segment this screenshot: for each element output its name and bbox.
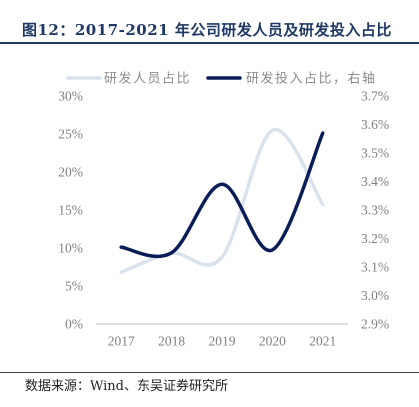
y-right-tick-label: 3.7%	[361, 89, 389, 104]
y-left-tick-label: 30%	[58, 89, 83, 104]
x-tick-label: 2020	[259, 334, 286, 349]
x-tick-label: 2018	[158, 334, 185, 349]
y-left-tick-label: 25%	[58, 127, 83, 142]
x-tick-label: 2017	[108, 334, 135, 349]
legend-label-staff-ratio: 研发人员占比	[104, 71, 191, 87]
legend: 研发人员占比 研发投入占比，右轴	[66, 71, 377, 87]
y-axis-left: 30% 25% 20% 15% 10% 5% 0%	[58, 89, 83, 332]
series-line-investment-ratio	[119, 131, 325, 259]
chart-title: 图12：2017-2021 年公司研发人员及研发投入占比	[22, 21, 392, 39]
y-axis-right: 3.7% 3.6% 3.5% 3.4% 3.3% 3.2% 3.1% 3.0% 2.9%	[361, 89, 389, 332]
source-rule	[0, 372, 419, 373]
y-right-tick-label: 3.4%	[361, 174, 389, 189]
y-left-tick-label: 0%	[65, 317, 83, 332]
y-left-tick-label: 15%	[58, 203, 83, 218]
y-left-tick-label: 5%	[65, 279, 83, 294]
legend-item-staff-ratio: 研发人员占比	[66, 71, 191, 87]
y-left-tick-label: 20%	[58, 165, 83, 180]
x-tick-label: 2019	[209, 334, 236, 349]
y-left-tick-label: 10%	[58, 241, 83, 256]
series-line-staff-ratio	[119, 127, 325, 275]
x-axis: 2017 2018 2019 2020 2021	[108, 334, 337, 349]
x-tick-label: 2021	[309, 334, 336, 349]
y-right-tick-label: 3.6%	[361, 117, 389, 132]
legend-item-investment-ratio: 研发投入占比，右轴	[206, 71, 377, 87]
legend-label-investment-ratio: 研发投入占比，右轴	[246, 71, 377, 87]
y-right-tick-label: 3.2%	[361, 231, 389, 246]
y-right-tick-label: 2.9%	[361, 317, 389, 332]
y-right-tick-label: 3.3%	[361, 203, 389, 218]
title-rule	[0, 42, 419, 44]
source-note: 数据来源：Wind、东吴证券研究所	[25, 379, 228, 394]
y-right-tick-label: 3.5%	[361, 146, 389, 161]
y-right-tick-label: 3.1%	[361, 260, 389, 275]
chart: 研发人员占比 研发投入占比，右轴 30% 25% 20% 15% 10% 5% 0% 3.7…	[58, 71, 389, 349]
y-right-tick-label: 3.0%	[361, 288, 389, 303]
